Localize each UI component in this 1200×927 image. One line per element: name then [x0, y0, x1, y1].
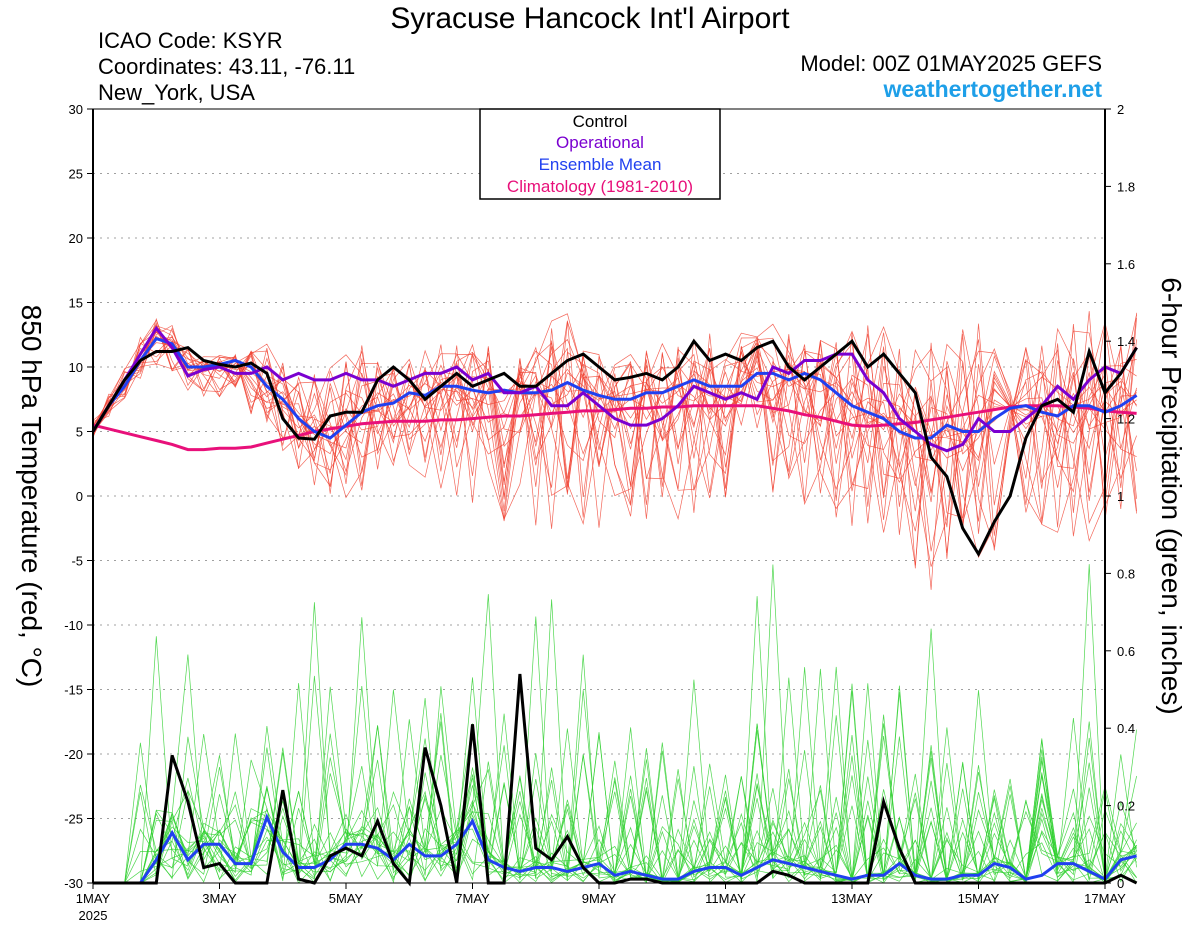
x-tick-label: 1MAY — [76, 891, 111, 906]
temperature-member-line — [92, 327, 1137, 525]
temperature-ensemble-mean-line — [91, 336, 1138, 440]
temperature-member-line — [92, 312, 1137, 566]
coordinates: Coordinates: 43.11, -76.11 — [98, 54, 355, 79]
icao-code: ICAO Code: KSYR — [98, 28, 283, 53]
legend: Control Operational Ensemble Mean Climat… — [479, 108, 721, 200]
right-tick-label: 0 — [1117, 876, 1124, 891]
precip-member-line — [93, 697, 1137, 884]
legend-operational: Operational — [556, 133, 644, 152]
left-tick-label: 30 — [69, 102, 83, 117]
right-tick-label: 0.8 — [1117, 566, 1135, 581]
x-tick-label: 15MAY — [958, 891, 1000, 906]
temperature-member-line — [92, 313, 1137, 533]
right-tick-label: 1.4 — [1117, 334, 1135, 349]
precip-member-line — [93, 721, 1137, 884]
x-tick-label: 17MAY — [1084, 891, 1126, 906]
right-tick-label: 1.8 — [1117, 179, 1135, 194]
temperature-member-line — [92, 339, 1137, 554]
left-tick-label: -15 — [64, 683, 83, 698]
precip-member-line — [93, 734, 1137, 884]
right-tick-label: 0.6 — [1117, 644, 1135, 659]
left-tick-label: -5 — [71, 554, 83, 569]
region: New_York, USA — [98, 80, 255, 105]
legend-climatology: Climatology (1981-2010) — [507, 177, 693, 196]
x-tick-label: 5MAY — [329, 891, 364, 906]
temperature-member-line — [92, 319, 1137, 533]
left-tick-label: 15 — [69, 296, 83, 311]
x-tick-label: 13MAY — [831, 891, 873, 906]
left-tick-label: 25 — [69, 167, 83, 182]
right-tick-label: 1.6 — [1117, 257, 1135, 272]
precip-member-line — [93, 599, 1137, 884]
right-tick-label: 1 — [1117, 489, 1124, 504]
right-tick-label: 0.4 — [1117, 721, 1135, 736]
x-tick-label: 7MAY — [455, 891, 490, 906]
chart-title: Syracuse Hancock Int'l Airport — [390, 2, 790, 35]
x-year-label: 2025 — [79, 908, 108, 923]
climatology-line — [92, 404, 1137, 452]
precip-ensemble-mean-line — [93, 813, 1137, 885]
legend-ensemble-mean: Ensemble Mean — [539, 155, 662, 174]
precip-member-line — [93, 596, 1137, 884]
temperature-member-line — [92, 320, 1137, 530]
site-link[interactable]: weathertogether.net — [882, 76, 1102, 102]
right-tick-label: 0.2 — [1117, 799, 1135, 814]
left-tick-label: 0 — [76, 489, 83, 504]
left-tick-label: 5 — [76, 425, 83, 440]
temperature-control-line — [91, 338, 1138, 558]
temperature-member-line — [92, 333, 1137, 569]
left-tick-label: -10 — [64, 618, 83, 633]
left-axis-label: 850 hPa Temperature (red, °C) — [16, 305, 47, 688]
left-tick-label: 10 — [69, 360, 83, 375]
precip-members — [93, 564, 1137, 884]
precip-member-line — [93, 683, 1137, 884]
legend-box — [479, 108, 721, 200]
axis-ticks: 302520151050-5-10-15-20-25-3021.81.61.41… — [64, 102, 1135, 923]
precip-member-line — [93, 616, 1137, 884]
right-tick-label: 1.2 — [1117, 412, 1135, 427]
left-tick-label: -30 — [64, 876, 83, 891]
temperature-member-line — [92, 317, 1137, 535]
left-tick-label: -25 — [64, 812, 83, 827]
x-tick-label: 11MAY — [705, 891, 746, 906]
model-run: Model: 00Z 01MAY2025 GEFS — [800, 51, 1102, 76]
legend-control: Control — [573, 112, 628, 131]
operational-line — [91, 325, 1138, 453]
temperature-member-line — [92, 325, 1137, 526]
right-tick-label: 2 — [1117, 102, 1124, 117]
x-tick-label: 9MAY — [582, 891, 617, 906]
left-tick-label: -20 — [64, 747, 83, 762]
x-tick-label: 3MAY — [202, 891, 237, 906]
left-tick-label: 20 — [69, 231, 83, 246]
right-axis-label: 6-hour Precipitation (green, inches) — [1156, 277, 1187, 714]
temperature-member-line — [92, 314, 1137, 567]
temperature-members — [92, 311, 1137, 590]
